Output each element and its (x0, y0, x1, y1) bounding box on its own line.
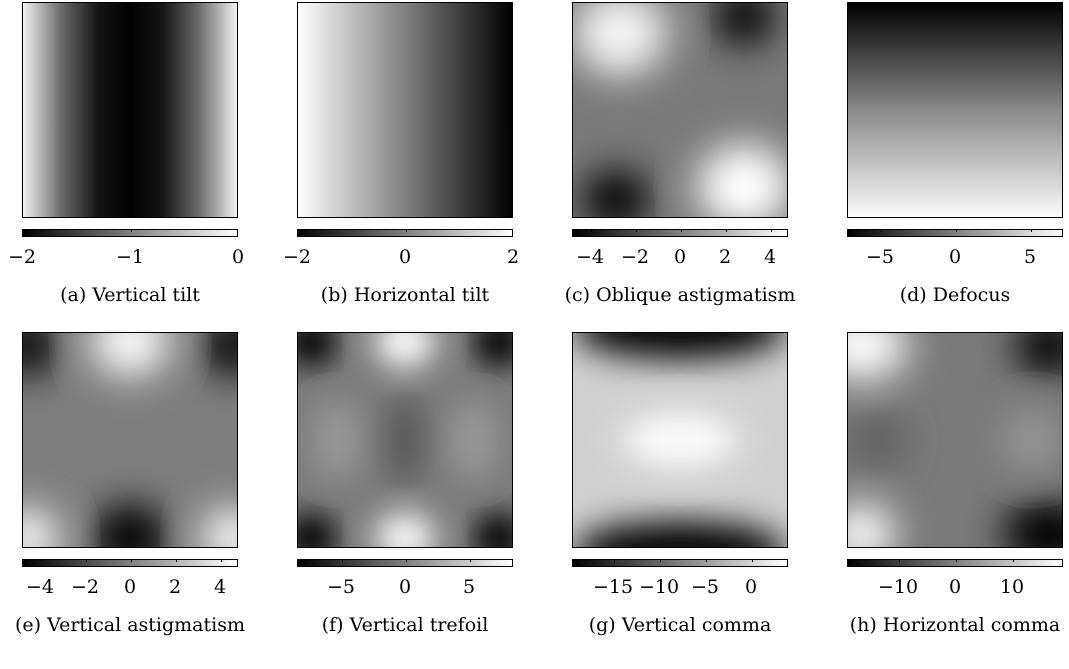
colorbar-tick (771, 230, 772, 232)
colorbar-tick-label: 5 (462, 576, 476, 598)
colorbar-tick-label: −4 (25, 576, 55, 598)
colorbar-tick (131, 560, 132, 562)
colorbar-tick-label: 0 (398, 246, 412, 268)
vertical-comma-colorbar (572, 559, 788, 567)
colorbar-tick (342, 560, 343, 562)
colorbar-tick (706, 560, 707, 562)
oblique-astigmatism-intensity-map (572, 2, 788, 218)
vertical-astigmatism-colorbar (22, 559, 238, 567)
colorbar-tick-label: 2 (506, 246, 520, 268)
colorbar-tick (512, 230, 513, 232)
colorbar-tick-label: −5 (690, 576, 720, 598)
panel-caption: (d) Defocus (899, 284, 1011, 306)
colorbar-tick-label: −15 (592, 576, 634, 598)
colorbar-tick (881, 230, 882, 232)
colorbar-tick (591, 230, 592, 232)
vertical-tilt-colorbar (22, 229, 238, 237)
colorbar-tick-label: −5 (326, 576, 356, 598)
defocus-intensity-map (847, 2, 1063, 218)
colorbar-tick-label: −2 (7, 246, 37, 268)
colorbar-tick (899, 560, 900, 562)
colorbar-tick-label: 0 (948, 246, 962, 268)
colorbar-tick (1013, 560, 1014, 562)
colorbar-tick-label: 10 (999, 576, 1025, 598)
colorbar-tick-label: 2 (718, 246, 732, 268)
oblique-astigmatism-colorbar (572, 229, 788, 237)
colorbar-tick-label: 2 (168, 576, 182, 598)
colorbar-tick (41, 560, 42, 562)
vertical-trefoil-colorbar (297, 559, 513, 567)
colorbar-tick-label: −5 (865, 246, 895, 268)
colorbar-tick-label: −10 (877, 576, 919, 598)
colorbar-tick (406, 560, 407, 562)
colorbar-tick (298, 230, 299, 232)
vertical-tilt-intensity-map (22, 2, 238, 218)
colorbar-tick-label: −2 (282, 246, 312, 268)
colorbar-tick (86, 560, 87, 562)
colorbar-tick (176, 560, 177, 562)
colorbar-tick-label: −2 (70, 576, 100, 598)
panel-vertical-astigmatism: −4 −2 0 2 4 (e) Vertical astigmatism (15, 330, 282, 650)
colorbar-tick (221, 560, 222, 562)
colorbar-tick (470, 560, 471, 562)
colorbar-tick-label: 4 (763, 246, 777, 268)
horizontal-tilt-colorbar (297, 229, 513, 237)
colorbar-tick-label: −2 (620, 246, 650, 268)
colorbar-tick (131, 230, 132, 232)
colorbar-tick-label: 0 (398, 576, 412, 598)
colorbar-tick (660, 560, 661, 562)
colorbar-tick-label: 4 (213, 576, 227, 598)
vertical-comma-intensity-map (572, 332, 788, 548)
panel-caption: (f) Vertical trefoil (321, 614, 489, 636)
colorbar-tick-label: −1 (115, 246, 145, 268)
panel-caption: (c) Oblique astigmatism (564, 284, 796, 306)
panel-caption: (b) Horizontal tilt (320, 284, 490, 306)
colorbar-tick (23, 230, 24, 232)
defocus-colorbar (847, 229, 1063, 237)
colorbar-tick (636, 230, 637, 232)
colorbar-tick-label: 5 (1023, 246, 1037, 268)
colorbar-tick (237, 230, 238, 232)
horizontal-comma-intensity-map (847, 332, 1063, 548)
colorbar-tick-label: 0 (744, 576, 758, 598)
colorbar-tick (406, 230, 407, 232)
colorbar-tick-label: −4 (575, 246, 605, 268)
panel-oblique-astigmatism: −4 −2 0 2 4 (c) Oblique astigmatism (565, 0, 832, 320)
colorbar-tick (752, 560, 753, 562)
colorbar-tick (726, 230, 727, 232)
colorbar-tick-label: −10 (638, 576, 680, 598)
panel-defocus: −5 0 5 (d) Defocus (847, 0, 1069, 320)
panel-horizontal-comma: −10 0 10 (h) Horizontal comma (847, 330, 1069, 650)
panel-caption: (a) Vertical tilt (60, 284, 200, 306)
horizontal-comma-colorbar (847, 559, 1063, 567)
panel-vertical-tilt: −2 −1 0 (a) Vertical tilt (8, 0, 282, 320)
colorbar-tick-label: 0 (948, 576, 962, 598)
panel-caption: (g) Vertical comma (588, 614, 772, 636)
panel-caption: (h) Horizontal comma (849, 614, 1061, 636)
horizontal-tilt-intensity-map (297, 2, 513, 218)
colorbar-tick (1031, 230, 1032, 232)
vertical-trefoil-intensity-map (297, 332, 513, 548)
panel-vertical-trefoil: −5 0 5 (f) Vertical trefoil (297, 330, 557, 650)
colorbar-tick-label: 0 (673, 246, 687, 268)
colorbar-tick (681, 230, 682, 232)
colorbar-tick (614, 560, 615, 562)
vertical-astigmatism-intensity-map (22, 332, 238, 548)
panel-caption: (e) Vertical astigmatism (15, 614, 245, 636)
colorbar-tick-label: 0 (123, 576, 137, 598)
panel-vertical-comma: −15 −10 −5 0 (g) Vertical comma (572, 330, 832, 650)
colorbar-tick-label: 0 (231, 246, 245, 268)
colorbar-tick (956, 560, 957, 562)
panel-horizontal-tilt: −2 0 2 (b) Horizontal tilt (283, 0, 557, 320)
colorbar-tick (956, 230, 957, 232)
